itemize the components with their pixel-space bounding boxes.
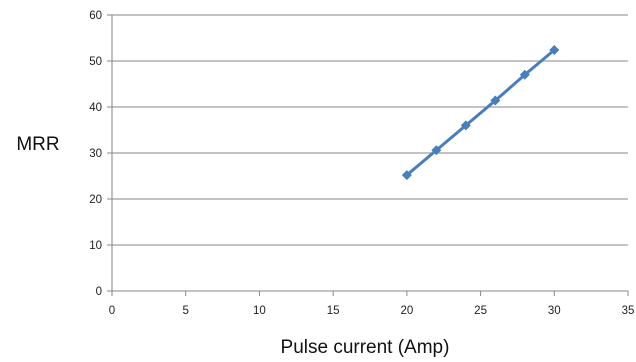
grid-lines <box>112 14 628 246</box>
x-tick-label: 30 <box>548 305 561 317</box>
data-point-marker <box>490 95 501 106</box>
axes <box>107 14 629 296</box>
y-tick-label: 10 <box>89 240 102 252</box>
x-tick-label: 0 <box>109 305 115 317</box>
x-tick-label: 25 <box>474 305 487 317</box>
x-tick-labels: 0 5 10 15 20 25 30 35 <box>109 305 635 317</box>
y-tick-label: 40 <box>89 102 102 114</box>
y-tick-label: 20 <box>89 194 102 206</box>
data-point-marker <box>460 120 471 131</box>
y-tick-label: 50 <box>89 56 102 68</box>
data-point-marker <box>549 44 560 55</box>
x-tick-label: 35 <box>622 305 635 317</box>
data-point-marker <box>431 145 442 156</box>
y-tick-label: 30 <box>89 148 102 160</box>
y-tick-label: 60 <box>89 10 102 22</box>
x-tick-label: 15 <box>327 305 340 317</box>
y-axis-title: MRR <box>16 134 59 155</box>
data-series <box>401 44 560 181</box>
data-point-marker <box>519 69 530 80</box>
x-tick-label: 20 <box>400 305 413 317</box>
x-axis-title: Pulse current (Amp) <box>281 337 450 358</box>
y-tick-label: 0 <box>96 286 102 298</box>
series-line <box>405 48 556 177</box>
data-point-marker <box>401 170 412 181</box>
y-tick-labels: 0 10 20 30 40 50 60 <box>89 10 102 298</box>
x-tick-label: 10 <box>253 305 266 317</box>
x-tick-label: 5 <box>183 305 189 317</box>
